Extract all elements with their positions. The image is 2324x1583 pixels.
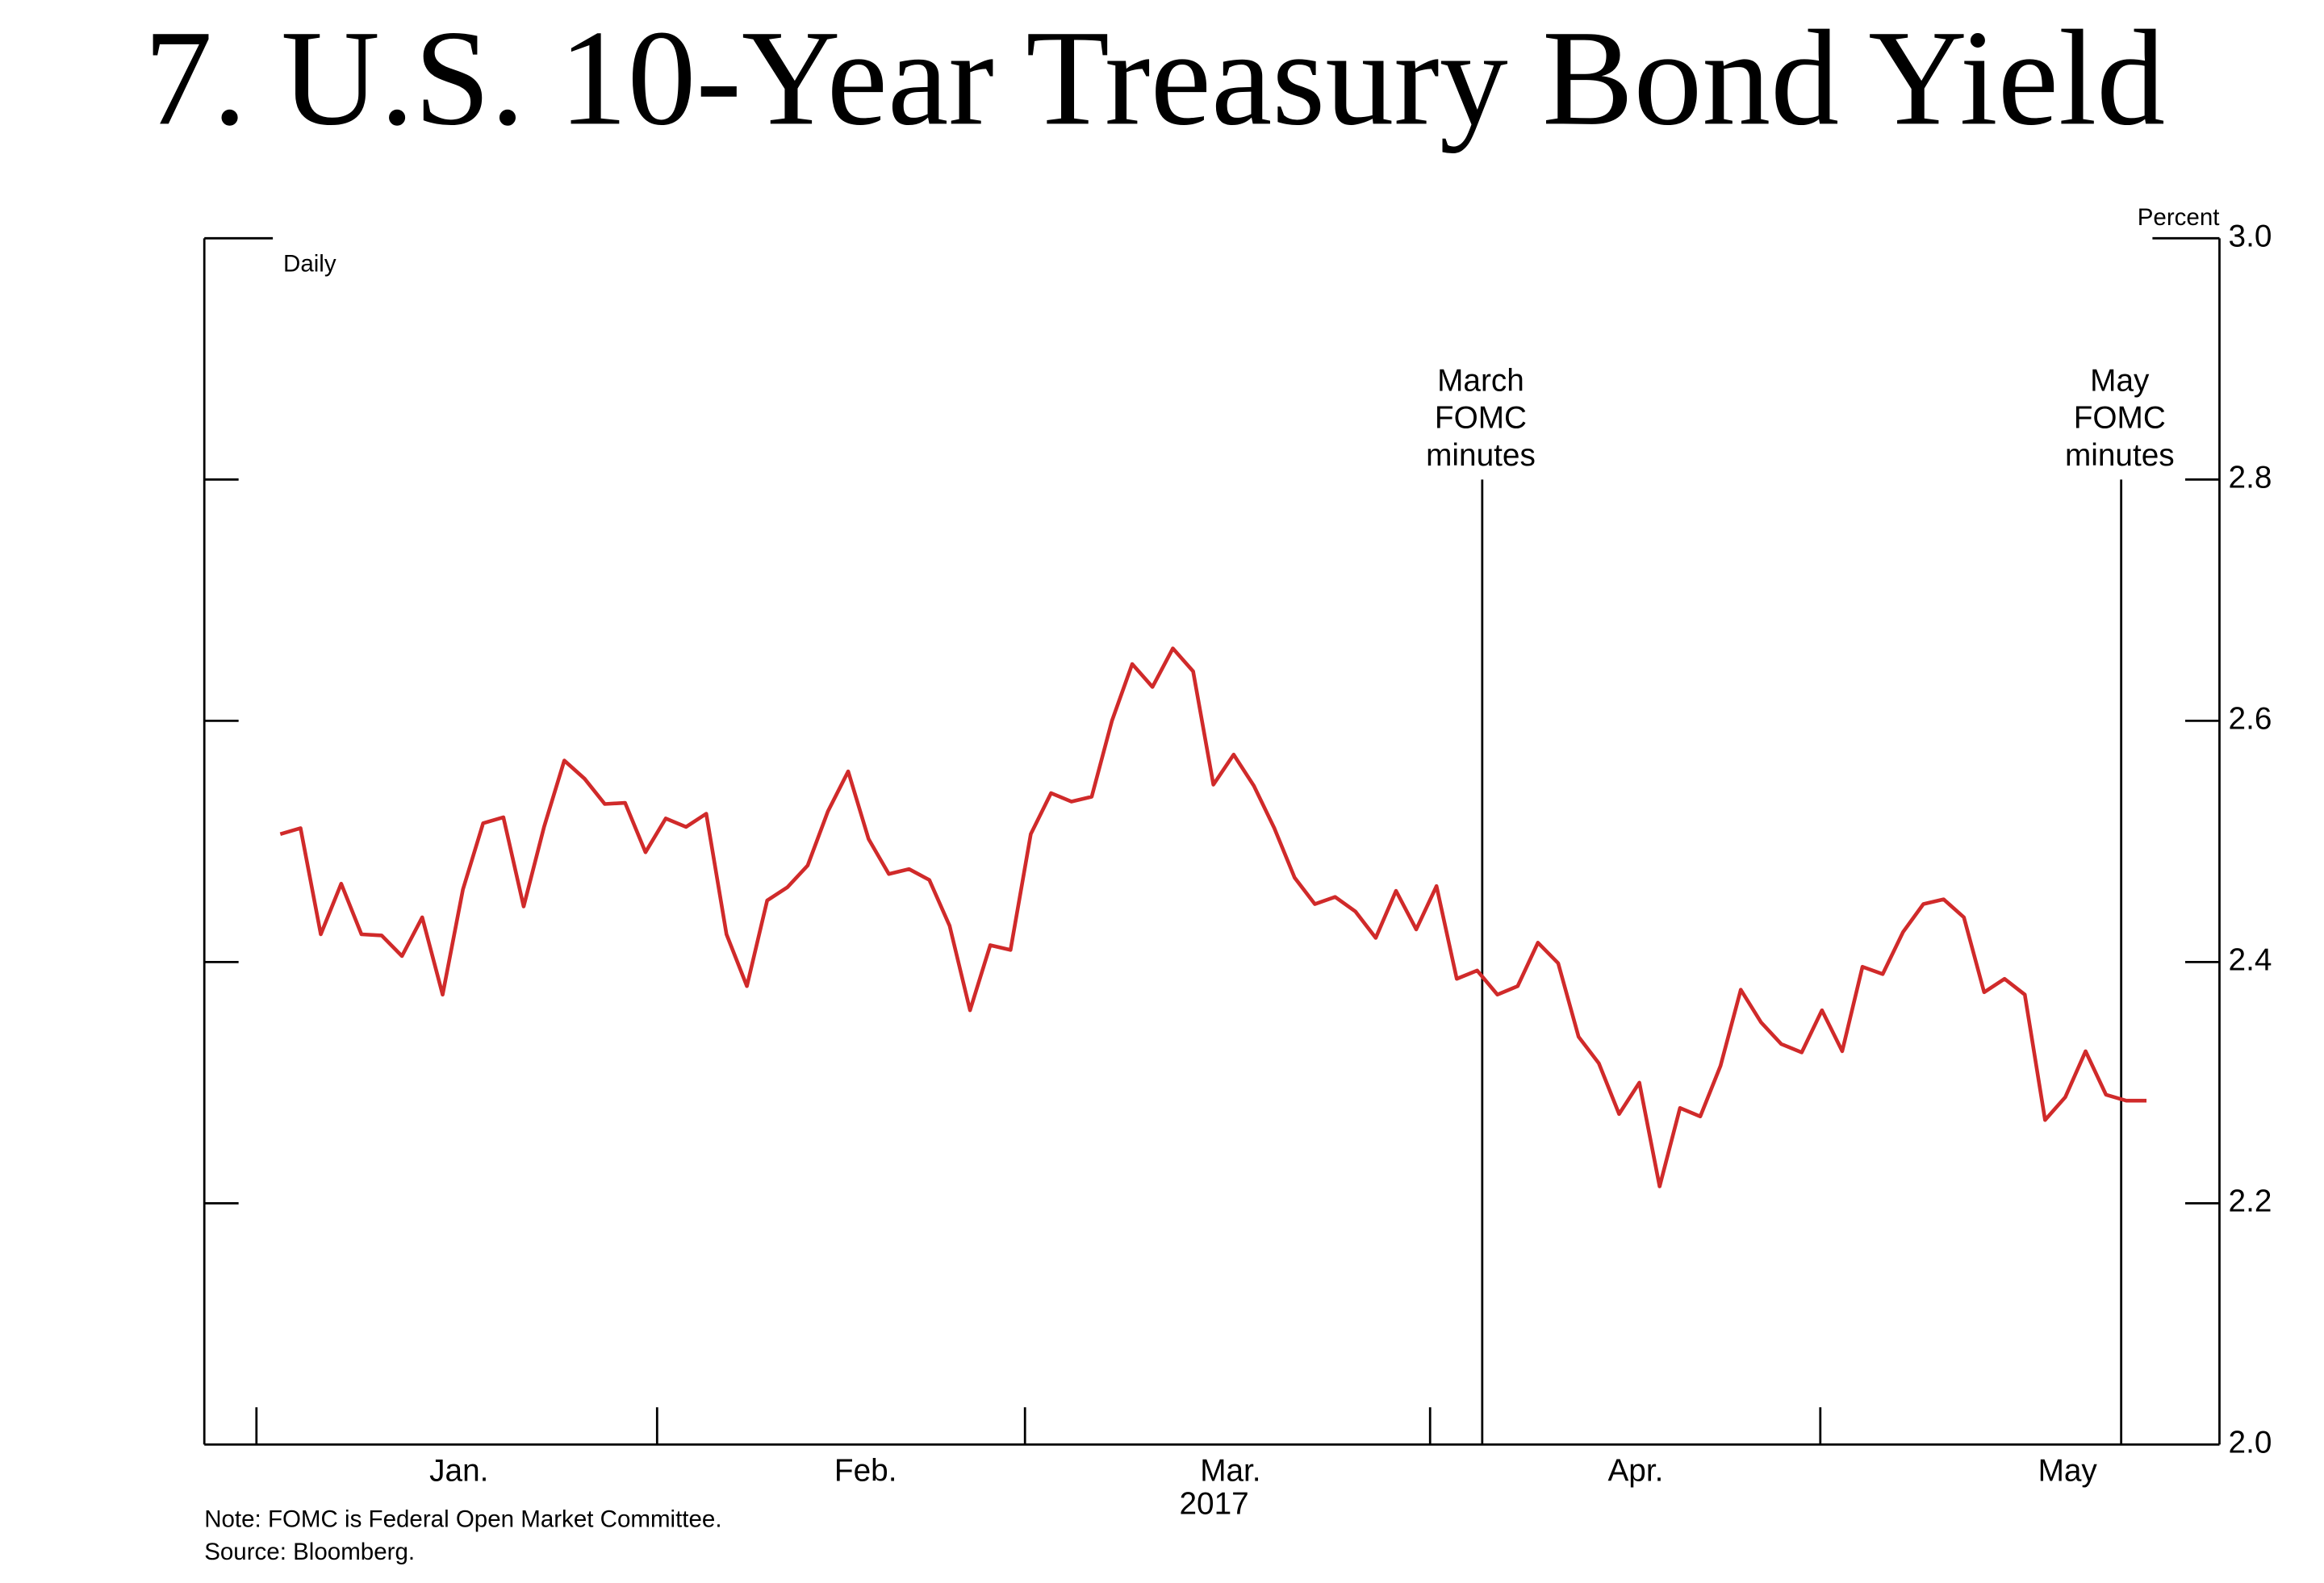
annotation-text: minutes [2065,438,2175,473]
annotation-text: May [2090,364,2150,399]
x-tick-label: Mar. [1200,1454,1260,1489]
y-tick-label: 2.8 [2229,461,2272,495]
x-tick-label: Feb. [834,1454,897,1489]
year-label: 2017 [1179,1486,1248,1521]
x-tick-label: Jan. [429,1454,488,1489]
y-tick-label: 2.0 [2229,1426,2272,1460]
y-tick-label: 2.2 [2229,1184,2272,1219]
annotation-text: FOMC [1435,401,1527,436]
x-tick-label: Apr. [1607,1454,1663,1489]
x-tick-label: May [2038,1454,2098,1489]
annotation-text: FOMC [2074,401,2166,436]
source: Source: Bloomberg. [204,1539,415,1565]
frequency-label: Daily [283,250,336,277]
y-tick-label: 3.0 [2229,219,2272,254]
note: Note: FOMC is Federal Open Market Commit… [204,1506,721,1532]
annotation-text: March [1437,364,1524,399]
y-tick-label: 2.4 [2229,943,2272,978]
annotation-text: minutes [1426,438,1536,473]
data-line [279,646,2147,1188]
y-tick-label: 2.6 [2229,702,2272,737]
chart-title: 7. U.S. 10-Year Treasury Bond Yield [144,2,2165,153]
y-axis-label: Percent [2138,204,2220,231]
